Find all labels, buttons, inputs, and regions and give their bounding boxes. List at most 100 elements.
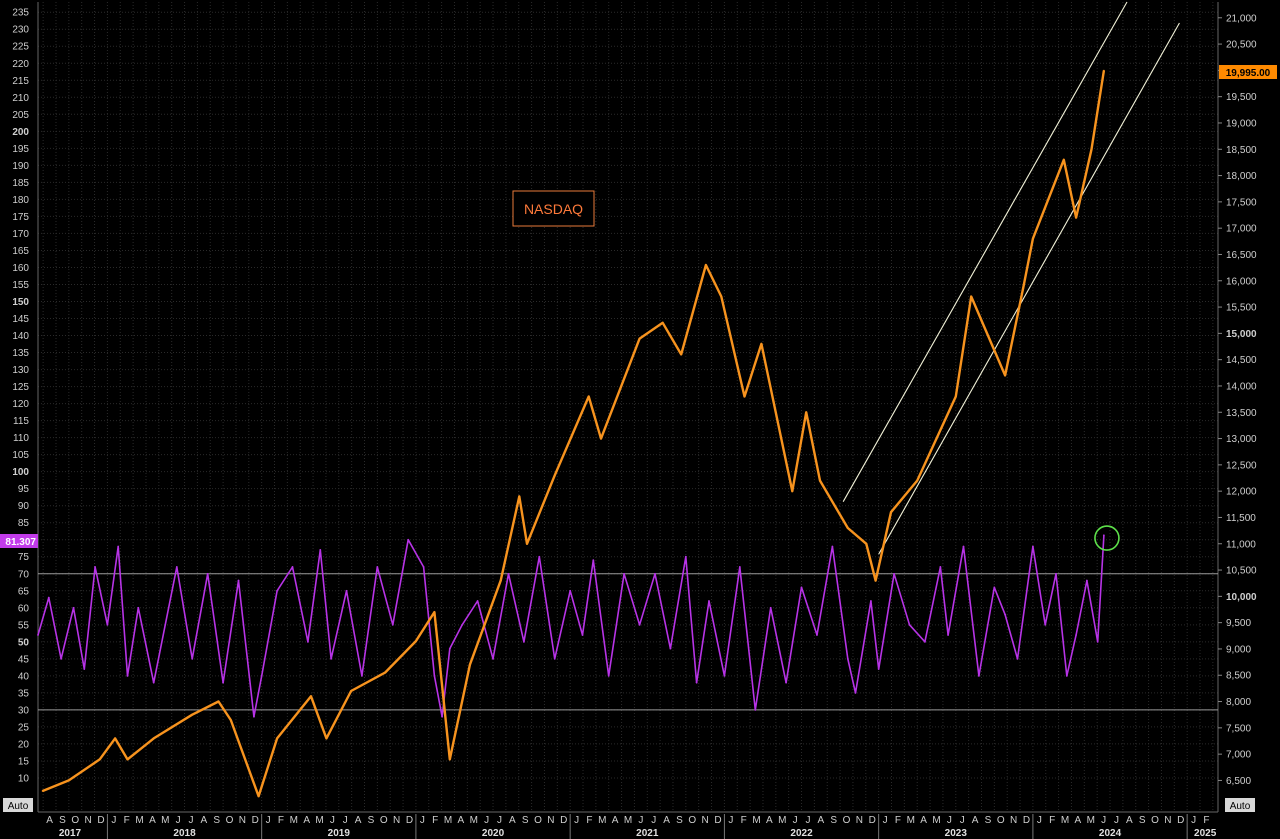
left-tick-label: 165 xyxy=(12,246,29,257)
data-point xyxy=(760,342,763,345)
data-point xyxy=(623,572,626,575)
month-label: J xyxy=(484,815,489,826)
data-point xyxy=(191,657,194,660)
year-label: 2019 xyxy=(328,828,351,839)
month-label: A xyxy=(1075,815,1082,826)
month-label: S xyxy=(522,815,529,826)
month-label: J xyxy=(176,815,181,826)
data-point xyxy=(607,674,610,677)
left-tick-label: 15 xyxy=(18,756,30,767)
month-label: O xyxy=(688,815,696,826)
month-label: D xyxy=(97,815,104,826)
data-point xyxy=(592,559,595,562)
data-point xyxy=(60,657,63,660)
data-point xyxy=(507,572,510,575)
right-auto-badge[interactable]: Auto xyxy=(1225,798,1255,812)
month-label: O xyxy=(534,815,542,826)
right-tick-label: 19,000 xyxy=(1226,118,1257,129)
month-label: A xyxy=(663,815,670,826)
right-axis: 6,500 7,000 7,500 8,000 8,500 9,000 9,500 10,00… xyxy=(1218,13,1257,787)
left-tick-label: 85 xyxy=(18,518,30,529)
month-label: O xyxy=(226,815,234,826)
data-point xyxy=(260,674,263,677)
right-tick-label: 17,000 xyxy=(1226,224,1257,235)
data-point xyxy=(947,634,949,636)
rsi-value-label: 81.307 xyxy=(5,537,36,548)
data-point xyxy=(237,579,240,582)
month-label: J xyxy=(651,815,656,826)
right-auto-label: Auto xyxy=(1230,801,1251,812)
left-tick-label: 210 xyxy=(12,93,29,104)
data-point xyxy=(831,545,834,548)
data-point xyxy=(67,779,70,782)
series-line-rsi xyxy=(37,535,1105,718)
data-point xyxy=(1102,534,1105,537)
right-tick-label: 9,500 xyxy=(1226,618,1251,629)
data-point xyxy=(846,657,849,660)
left-tick-label: 155 xyxy=(12,280,29,291)
data-point xyxy=(253,715,255,718)
right-tick-label: 16,500 xyxy=(1226,250,1257,261)
rsi-threshold-lines xyxy=(38,573,1218,711)
data-point xyxy=(916,479,919,482)
month-label: A xyxy=(612,815,619,826)
right-tick-label: 8,500 xyxy=(1226,671,1251,682)
data-point xyxy=(769,606,772,609)
data-point xyxy=(874,579,877,582)
right-tick-label: 18,500 xyxy=(1226,145,1257,156)
data-point xyxy=(708,600,710,602)
data-point xyxy=(538,555,541,558)
month-label: A xyxy=(46,815,53,826)
data-point xyxy=(441,715,444,718)
data-point xyxy=(448,758,451,761)
data-point xyxy=(893,572,895,575)
right-tick-label: 12,500 xyxy=(1226,460,1257,471)
left-tick-label: 60 xyxy=(18,603,30,614)
data-point xyxy=(854,691,857,694)
left-auto-label: Auto xyxy=(8,801,29,812)
left-tick-label: 35 xyxy=(18,688,30,699)
data-point xyxy=(376,566,379,568)
trend-channel xyxy=(842,1,1180,555)
data-point xyxy=(72,606,75,609)
month-label: F xyxy=(895,815,901,826)
month-label: F xyxy=(278,815,284,826)
month-label: J xyxy=(111,815,116,826)
data-point xyxy=(1004,374,1007,377)
data-point xyxy=(553,474,556,477)
left-tick-label: 50 xyxy=(18,637,30,648)
data-point xyxy=(1096,640,1099,643)
left-tick-label: 25 xyxy=(18,722,30,733)
data-point xyxy=(106,623,109,626)
month-label: O xyxy=(380,815,388,826)
left-auto-badge[interactable]: Auto xyxy=(3,798,33,812)
data-point xyxy=(743,395,746,398)
data-point xyxy=(1090,148,1093,151)
data-point xyxy=(1085,579,1088,582)
data-point xyxy=(126,674,129,677)
data-point xyxy=(695,681,698,684)
month-label: A xyxy=(355,815,362,826)
data-point xyxy=(83,668,86,670)
data-point xyxy=(1044,623,1047,626)
month-label: J xyxy=(638,815,643,826)
price-value-badge: 19,995.00 xyxy=(1219,65,1277,79)
data-point xyxy=(415,640,417,642)
data-point xyxy=(1016,657,1019,660)
month-label: J xyxy=(805,815,810,826)
data-point xyxy=(98,758,101,761)
year-label: 2023 xyxy=(945,828,968,839)
data-point xyxy=(518,495,521,498)
month-label: M xyxy=(135,815,143,826)
data-point xyxy=(526,542,528,545)
month-label: J xyxy=(793,815,798,826)
data-point xyxy=(970,295,973,298)
month-label: F xyxy=(1203,815,1209,826)
legend-box: NASDAQ xyxy=(512,190,595,227)
data-point xyxy=(1102,69,1105,72)
month-label: A xyxy=(303,815,310,826)
data-point xyxy=(791,490,794,493)
month-label: A xyxy=(920,815,927,826)
left-axis: 1015202530354045505560657075808590951001… xyxy=(12,8,29,785)
